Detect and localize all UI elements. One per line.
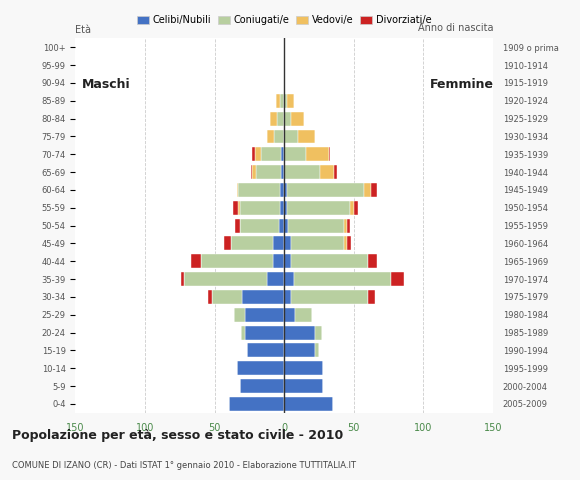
Bar [238, 183, 280, 197]
Bar [284, 201, 287, 215]
Bar [284, 272, 294, 286]
Bar [267, 130, 274, 144]
Bar [291, 237, 344, 251]
Bar [281, 165, 284, 179]
Bar [270, 112, 277, 126]
Bar [284, 112, 291, 126]
Bar [237, 183, 238, 197]
Bar [252, 147, 255, 161]
Text: Età: Età [75, 25, 92, 35]
Bar [208, 290, 212, 304]
Bar [238, 201, 240, 215]
Bar [235, 219, 240, 232]
Bar [251, 165, 252, 179]
Bar [294, 272, 392, 286]
Bar [291, 290, 368, 304]
Bar [329, 147, 330, 161]
Bar [252, 165, 256, 179]
Bar [212, 290, 242, 304]
Bar [306, 147, 329, 161]
Text: COMUNE DI IZANO (CR) - Dati ISTAT 1° gennaio 2010 - Elaborazione TUTTITALIA.IT: COMUNE DI IZANO (CR) - Dati ISTAT 1° gen… [12, 461, 356, 470]
Bar [284, 219, 288, 232]
Bar [284, 130, 298, 144]
Bar [237, 361, 284, 375]
Bar [284, 308, 295, 322]
Bar [256, 165, 281, 179]
Bar [284, 254, 291, 268]
Bar [224, 237, 231, 251]
Bar [281, 147, 284, 161]
Bar [277, 112, 284, 126]
Bar [284, 94, 287, 108]
Text: Maschi: Maschi [82, 78, 131, 91]
Bar [278, 219, 284, 232]
Bar [234, 308, 245, 322]
Bar [284, 325, 315, 339]
Bar [344, 237, 347, 251]
Legend: Celibi/Nubili, Coniugati/e, Vedovi/e, Divorziati/e: Celibi/Nubili, Coniugati/e, Vedovi/e, Di… [135, 13, 433, 27]
Bar [273, 237, 284, 251]
Bar [334, 165, 337, 179]
Bar [284, 397, 333, 411]
Bar [255, 147, 260, 161]
Bar [241, 325, 245, 339]
Text: Femmine: Femmine [430, 78, 494, 91]
Bar [284, 183, 287, 197]
Text: Popolazione per età, sesso e stato civile - 2010: Popolazione per età, sesso e stato civil… [12, 429, 343, 442]
Bar [280, 201, 284, 215]
Bar [267, 272, 284, 286]
Bar [181, 272, 184, 286]
Bar [298, 130, 315, 144]
Bar [229, 397, 284, 411]
Bar [245, 325, 284, 339]
Bar [231, 237, 273, 251]
Bar [233, 201, 238, 215]
Bar [201, 254, 273, 268]
Bar [284, 379, 323, 393]
Bar [242, 290, 284, 304]
Bar [344, 219, 347, 232]
Bar [284, 147, 306, 161]
Bar [240, 201, 280, 215]
Bar [191, 254, 201, 268]
Bar [284, 290, 291, 304]
Bar [284, 344, 315, 357]
Bar [350, 201, 354, 215]
Bar [291, 112, 304, 126]
Bar [392, 272, 404, 286]
Bar [260, 147, 281, 161]
Bar [284, 361, 323, 375]
Bar [284, 165, 320, 179]
Bar [240, 379, 284, 393]
Bar [276, 94, 280, 108]
Bar [287, 94, 294, 108]
Bar [347, 237, 351, 251]
Bar [315, 325, 322, 339]
Bar [240, 219, 278, 232]
Bar [368, 254, 378, 268]
Bar [245, 308, 284, 322]
Bar [354, 201, 358, 215]
Bar [315, 344, 319, 357]
Bar [291, 254, 368, 268]
Bar [184, 272, 267, 286]
Bar [295, 308, 312, 322]
Bar [284, 237, 291, 251]
Bar [246, 344, 284, 357]
Bar [288, 219, 344, 232]
Bar [347, 219, 350, 232]
Bar [280, 94, 284, 108]
Bar [274, 130, 284, 144]
Bar [287, 201, 350, 215]
Text: Anno di nascita: Anno di nascita [418, 23, 493, 33]
Bar [287, 183, 364, 197]
Bar [364, 183, 371, 197]
Bar [320, 165, 334, 179]
Bar [273, 254, 284, 268]
Bar [371, 183, 378, 197]
Bar [368, 290, 375, 304]
Bar [280, 183, 284, 197]
